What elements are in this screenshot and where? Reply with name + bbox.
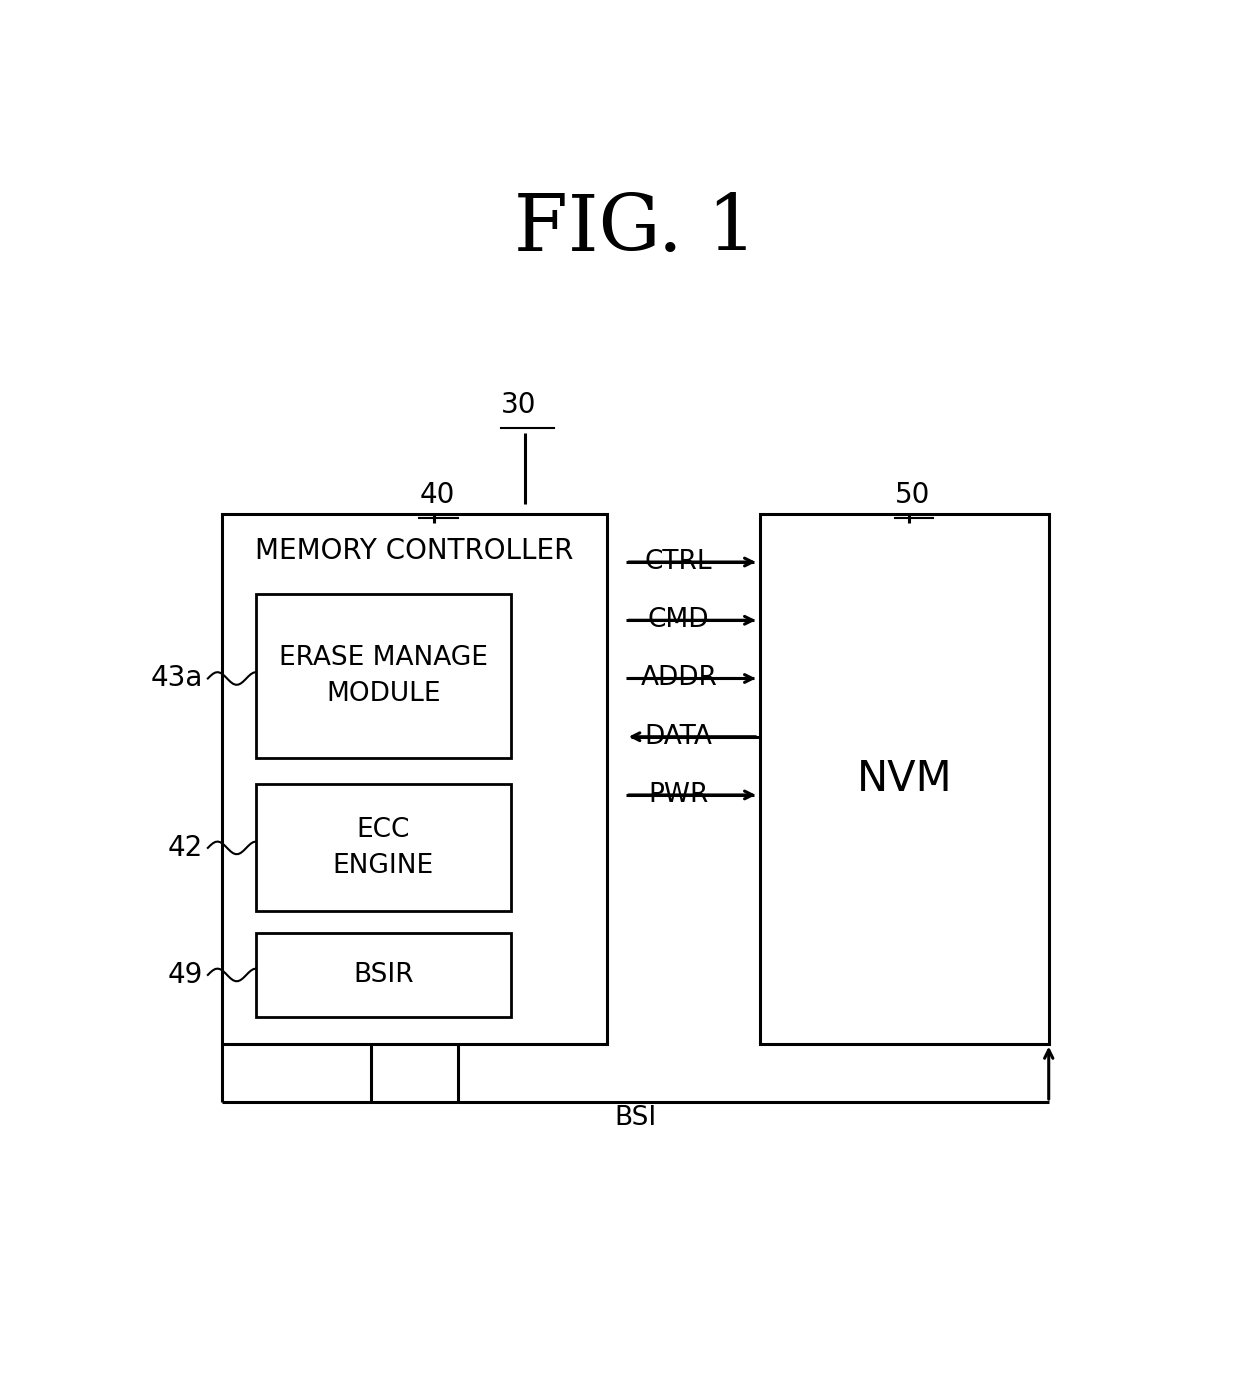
- Text: MEMORY CONTROLLER: MEMORY CONTROLLER: [255, 538, 574, 565]
- Bar: [255, 932, 511, 1018]
- Text: BSIR: BSIR: [353, 962, 414, 989]
- Text: 50: 50: [895, 481, 930, 509]
- Bar: [222, 514, 606, 1044]
- Bar: [255, 594, 511, 758]
- Text: PWR: PWR: [649, 782, 709, 808]
- Bar: [255, 784, 511, 912]
- Text: ADDR: ADDR: [640, 666, 717, 692]
- Text: 42: 42: [167, 833, 203, 862]
- Text: ECC
ENGINE: ECC ENGINE: [332, 817, 434, 879]
- Text: BSI: BSI: [614, 1106, 657, 1130]
- Text: 40: 40: [419, 481, 455, 509]
- Text: 30: 30: [501, 390, 537, 419]
- Text: 43a: 43a: [151, 664, 203, 693]
- Text: NVM: NVM: [857, 758, 952, 800]
- Text: ERASE MANAGE
MODULE: ERASE MANAGE MODULE: [279, 645, 487, 707]
- Bar: [760, 514, 1049, 1044]
- Text: DATA: DATA: [645, 723, 713, 749]
- Text: CMD: CMD: [649, 608, 709, 634]
- Text: 49: 49: [167, 961, 203, 989]
- Text: FIG. 1: FIG. 1: [515, 191, 756, 267]
- Text: CTRL: CTRL: [645, 549, 713, 575]
